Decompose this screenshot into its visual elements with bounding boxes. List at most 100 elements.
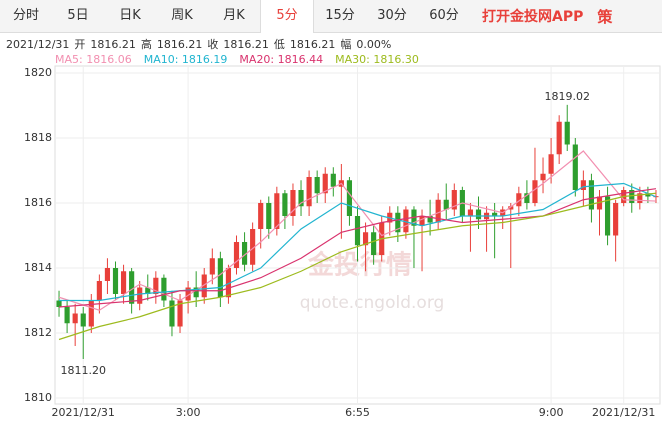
candle-body bbox=[56, 300, 62, 307]
app-link[interactable]: 打开金投网APP bbox=[482, 9, 584, 25]
candle-body bbox=[290, 190, 296, 216]
candle-body bbox=[451, 190, 457, 210]
candle-body bbox=[508, 206, 514, 210]
candle-body bbox=[120, 271, 127, 294]
candle-body bbox=[241, 242, 248, 265]
candle-body bbox=[580, 180, 586, 190]
candle-body bbox=[596, 196, 603, 210]
info-text: 1816.21 bbox=[223, 38, 269, 51]
candle-body bbox=[80, 313, 86, 327]
ma-line bbox=[59, 182, 657, 302]
candle-body bbox=[72, 313, 78, 324]
candle-body bbox=[274, 193, 280, 229]
candle-body bbox=[298, 190, 304, 207]
y-tick-label: 1820 bbox=[24, 66, 52, 79]
candle-body bbox=[104, 268, 111, 281]
info-text: 1816.21 bbox=[157, 38, 203, 51]
annotation: 1819.02 bbox=[544, 90, 590, 103]
x-tick-label: 3:00 bbox=[176, 406, 201, 419]
x-tick-label: 6:55 bbox=[345, 406, 370, 419]
candle-body bbox=[233, 242, 240, 268]
period-tab[interactable]: 月K bbox=[223, 8, 245, 23]
candle-body bbox=[145, 287, 151, 294]
candle-body bbox=[613, 203, 619, 236]
legend-label: MA20: 1816.44 bbox=[239, 53, 323, 66]
candle-body bbox=[346, 180, 353, 216]
info-text: 收 bbox=[207, 37, 218, 51]
period-tab[interactable]: 5日 bbox=[67, 8, 89, 23]
candle-body bbox=[193, 287, 199, 298]
candle-body bbox=[354, 216, 361, 246]
period-tab[interactable]: 5分 bbox=[260, 0, 314, 33]
x-tick-label: 2021/12/31 bbox=[52, 406, 115, 419]
candle-body bbox=[371, 232, 377, 255]
candle-body bbox=[112, 268, 119, 294]
legend-label: MA30: 1816.30 bbox=[335, 53, 419, 66]
period-tab[interactable]: 60分 bbox=[429, 8, 459, 23]
y-tick-label: 1814 bbox=[24, 261, 52, 274]
period-tab[interactable]: 分时 bbox=[12, 8, 39, 23]
candle-body bbox=[169, 300, 175, 327]
candle-body bbox=[395, 212, 401, 233]
candle-body bbox=[129, 271, 135, 304]
candle-body bbox=[314, 177, 320, 194]
candle-body bbox=[516, 193, 522, 207]
candle-body bbox=[419, 216, 425, 226]
strategy-button[interactable]: 策 bbox=[597, 7, 613, 26]
y-tick-label: 1810 bbox=[24, 391, 52, 404]
info-text: 2021/12/31 bbox=[6, 38, 69, 51]
candle-body bbox=[177, 300, 183, 327]
candle-body bbox=[201, 274, 207, 298]
candle-body bbox=[556, 121, 562, 155]
candle-body bbox=[217, 258, 223, 298]
period-tab[interactable]: 15分 bbox=[325, 8, 355, 23]
candle-body bbox=[524, 193, 530, 203]
candle-body bbox=[403, 209, 409, 233]
candle-body bbox=[629, 190, 635, 203]
candle-body bbox=[637, 193, 643, 203]
candle-body bbox=[137, 287, 143, 304]
info-text: 开 bbox=[74, 38, 85, 51]
candle-body bbox=[306, 177, 312, 207]
candle-body bbox=[564, 121, 570, 145]
info-text: 1816.21 bbox=[90, 38, 136, 51]
y-tick-label: 1818 bbox=[24, 131, 52, 144]
candle-body bbox=[64, 307, 70, 324]
tab-bar: 分时 5日 日K 周K 月K 5分 15分 30分 60分 打开金投网APP 策 bbox=[0, 0, 662, 33]
candle-body bbox=[467, 209, 474, 216]
period-tab[interactable]: 日K bbox=[119, 8, 141, 23]
candle-body bbox=[225, 268, 232, 298]
candle-body bbox=[588, 180, 595, 210]
candle-body bbox=[362, 232, 369, 246]
info-text: 高 bbox=[141, 37, 152, 51]
ma-line bbox=[58, 192, 657, 341]
candle-body bbox=[209, 258, 215, 275]
candle-body bbox=[435, 199, 441, 223]
watermark: quote.cngold.org bbox=[300, 293, 445, 313]
x-tick-label: 9:00 bbox=[539, 406, 564, 419]
info-text: 幅 bbox=[340, 38, 351, 51]
candle-body bbox=[443, 199, 449, 210]
watermark: 金投行情 bbox=[307, 250, 412, 281]
annotation: 1811.20 bbox=[60, 364, 106, 377]
candle-body bbox=[532, 180, 538, 203]
candle-body bbox=[266, 203, 272, 229]
candle-body bbox=[161, 277, 167, 301]
candle-body bbox=[475, 209, 482, 220]
info-text: 0.00% bbox=[356, 38, 391, 51]
info-text: 1816.21 bbox=[290, 38, 336, 51]
candle-body bbox=[604, 196, 611, 236]
candle-body bbox=[153, 277, 159, 294]
period-tab[interactable]: 30分 bbox=[377, 8, 407, 23]
candle-body bbox=[540, 173, 546, 181]
candle-body bbox=[548, 154, 554, 174]
candle-body bbox=[645, 193, 651, 197]
candle-body bbox=[282, 193, 288, 216]
legend-label: MA5: 1816.06 bbox=[55, 53, 132, 66]
period-tab[interactable]: 周K bbox=[171, 8, 193, 23]
candle-body bbox=[250, 229, 256, 265]
candle-body bbox=[185, 287, 191, 301]
x-tick-label: 2021/12/31 bbox=[592, 406, 655, 419]
